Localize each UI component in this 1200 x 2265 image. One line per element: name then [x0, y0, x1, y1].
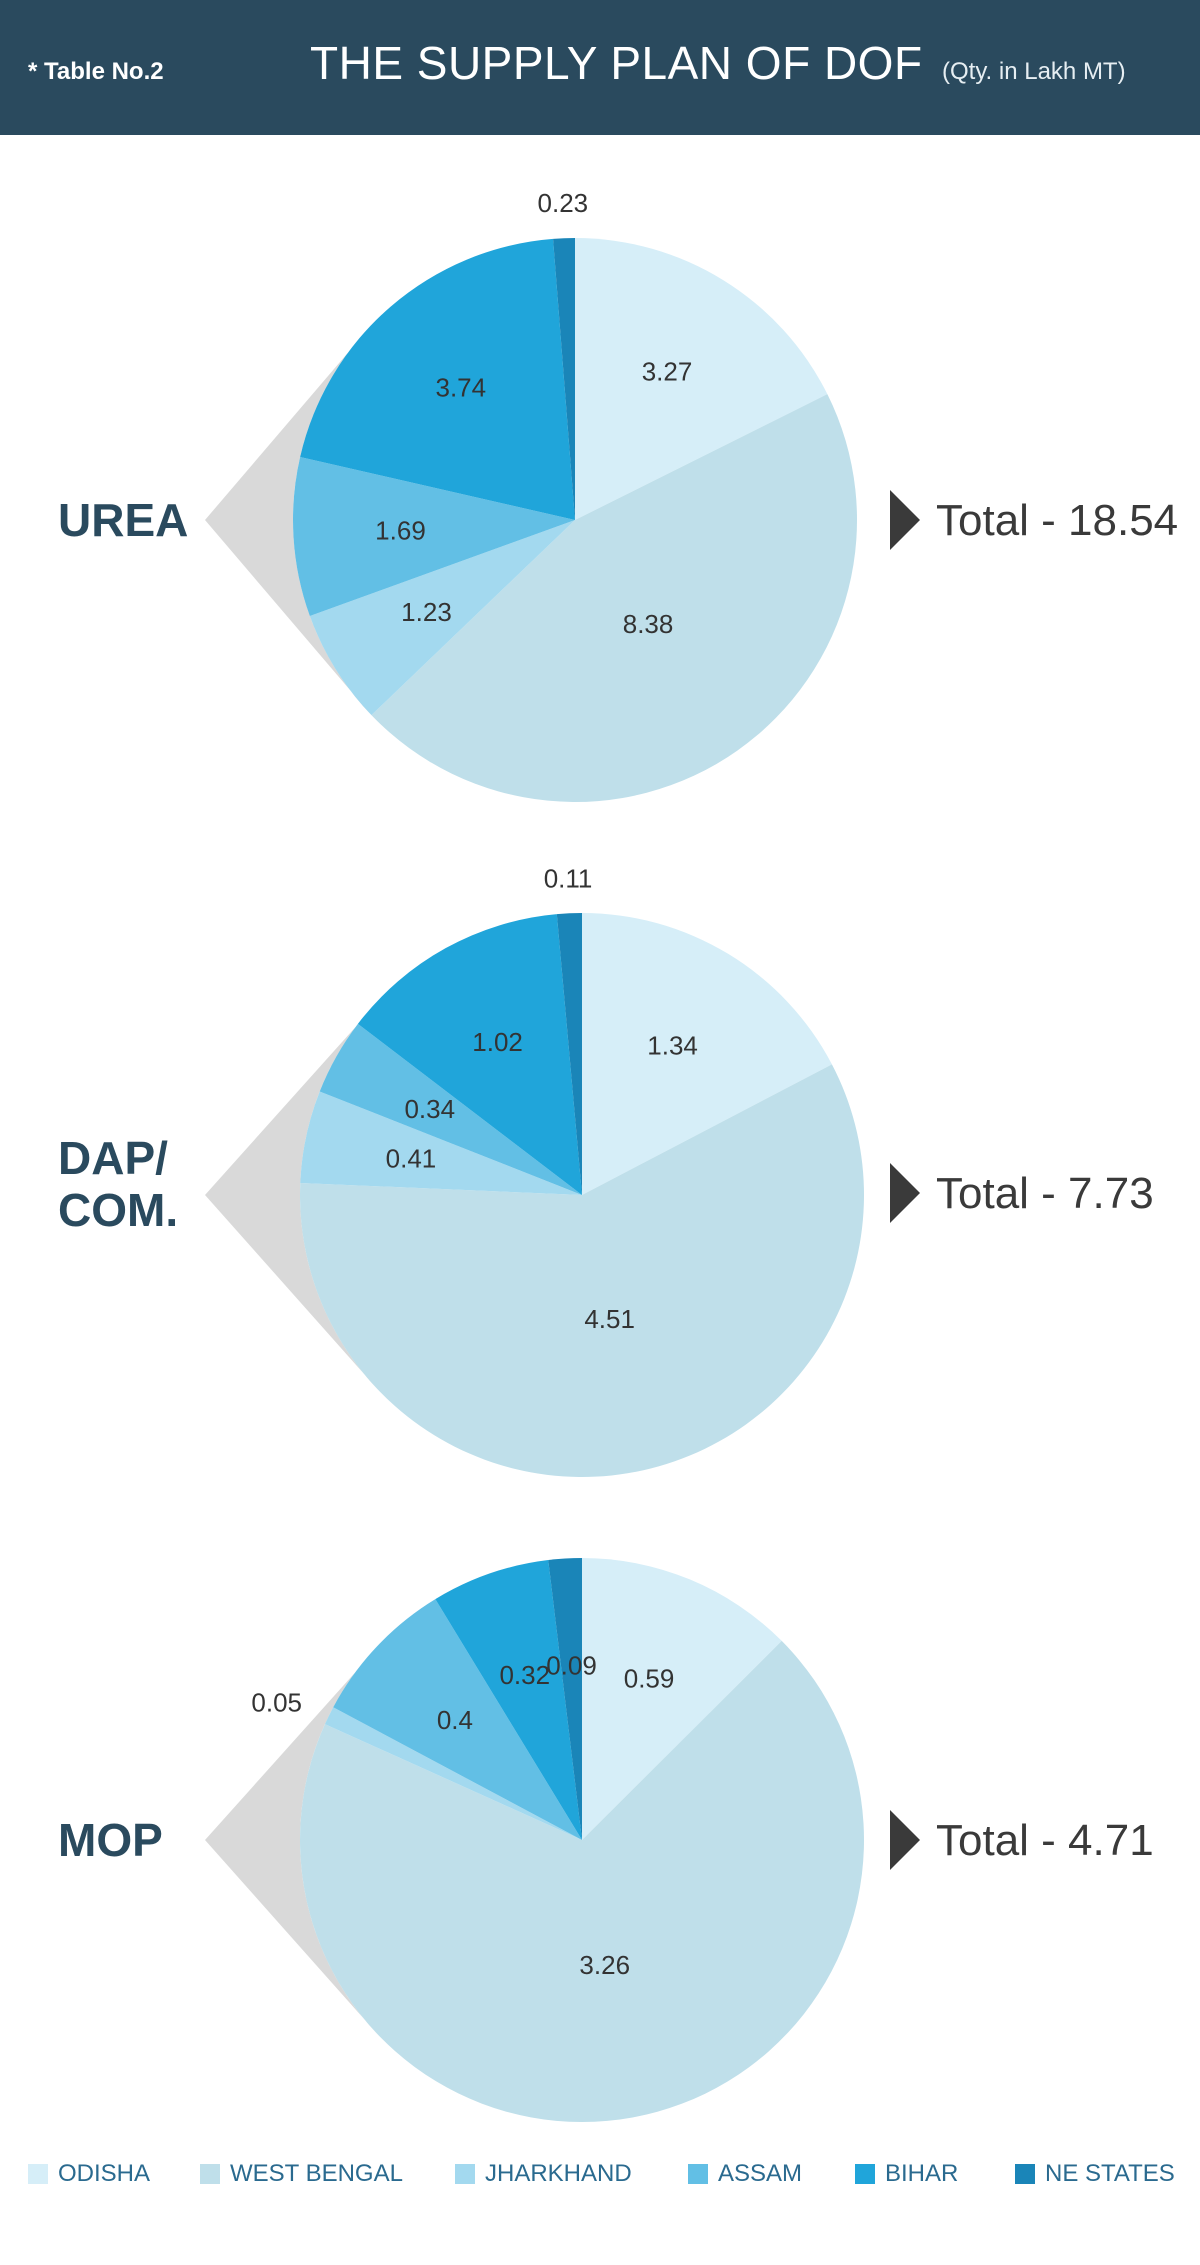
- page-title: THE SUPPLY PLAN OF DOF: [310, 37, 923, 89]
- slice-value-label: 8.38: [623, 609, 674, 639]
- pie-slice-west-bengal: [300, 1064, 864, 1477]
- legend-label: JHARKHAND: [485, 2160, 632, 2187]
- legend-item-assam: ASSAM: [688, 2160, 802, 2188]
- legend-swatch: [200, 2164, 220, 2184]
- legend-label: WEST BENGAL: [230, 2160, 403, 2187]
- slice-value-label: 1.69: [375, 516, 426, 546]
- pie-slice-assam: [333, 1599, 582, 1840]
- pie-slice-bihar: [357, 914, 582, 1195]
- pie-slice-west-bengal: [300, 1640, 864, 2122]
- slice-value-label: 4.51: [584, 1304, 635, 1334]
- slice-value-label: 0.41: [386, 1144, 437, 1174]
- pie-slice-ne-states: [556, 913, 582, 1195]
- legend-label: ASSAM: [718, 2160, 803, 2187]
- slice-value-label: 0.59: [624, 1664, 675, 1694]
- slice-value-label: 0.23: [538, 188, 589, 218]
- legend-item-jharkhand: JHARKHAND: [455, 2160, 632, 2188]
- pie-slice-bihar: [435, 1560, 582, 1840]
- slice-value-label: 3.74: [436, 373, 487, 403]
- slice-value-label: 0.05: [251, 1687, 302, 1717]
- slice-value-label: 0.09: [546, 1650, 597, 1680]
- table-number: * Table No.2: [28, 58, 164, 85]
- pie-chart-0: 3.27 8.38 1.23 1.69 3.74 0.23 UREA Total - 18.5…: [58, 188, 1178, 802]
- legend-item-odisha: ODISHA: [28, 2160, 150, 2188]
- pie-chart-2: 0.59 3.26 0.05 0.4 0.320.09 MOP Total - 4.71: [58, 1558, 1154, 2122]
- unit-note: (Qty. in Lakh MT): [942, 58, 1126, 85]
- slice-value-label: 3.27: [642, 356, 693, 386]
- pie-slice-jharkhand: [324, 1707, 582, 1840]
- chart-label: UREA: [58, 494, 188, 546]
- pie-slice-ne-states: [553, 238, 575, 520]
- shadow-wedge: [205, 1672, 379, 2035]
- slice-value-label: 0.4: [437, 1705, 473, 1735]
- shadow-wedge: [205, 352, 372, 715]
- legend-item-ne-states: NE STATES: [1015, 2160, 1175, 2188]
- pie-slice-jharkhand: [309, 520, 575, 716]
- total-value: Total - 18.54: [936, 496, 1178, 545]
- total-arrow-icon: [890, 490, 920, 550]
- legend-item-west-bengal: WEST BENGAL: [200, 2160, 403, 2188]
- total-arrow-icon: [890, 1163, 920, 1223]
- total-arrow-icon: [890, 1810, 920, 1870]
- pie-chart-1: 1.34 4.51 0.41 0.34 1.02 0.11 DAP/COM. Total - …: [58, 863, 1154, 1477]
- slice-value-label: 3.26: [579, 1950, 630, 1980]
- chart-label: MOP: [58, 1814, 163, 1866]
- slice-value-label: 0.11: [544, 863, 593, 893]
- legend-swatch: [855, 2164, 875, 2184]
- chart-label: COM.: [58, 1184, 178, 1236]
- legend-label: BIHAR: [885, 2160, 959, 2187]
- pie-slice-assam: [319, 1023, 582, 1195]
- legend-label: ODISHA: [58, 2160, 151, 2187]
- pie-slice-bihar: [300, 238, 575, 520]
- slice-value-label: 1.23: [401, 597, 452, 627]
- legend-swatch: [688, 2164, 708, 2184]
- pie-slice-west-bengal: [371, 394, 857, 802]
- pie-slice-odisha: [582, 1558, 782, 1840]
- legend-swatch: [455, 2164, 475, 2184]
- legend-item-bihar: BIHAR: [855, 2160, 958, 2188]
- chart-label: DAP/: [58, 1132, 168, 1184]
- pie-slice-assam: [293, 456, 575, 617]
- pie-slice-ne-states: [548, 1558, 582, 1840]
- legend: ODISHA WEST BENGAL JHARKHAND ASSAM BIHAR NE S…: [0, 2160, 1200, 2210]
- slice-value-label: 1.34: [647, 1030, 698, 1060]
- pie-slice-odisha: [582, 913, 832, 1195]
- header-bar: * Table No.2 THE SUPPLY PLAN OF DOF (Qty…: [0, 0, 1200, 135]
- shadow-wedge: [205, 1027, 379, 1390]
- slice-value-label: 0.34: [404, 1094, 455, 1124]
- slice-value-label: 1.02: [472, 1027, 523, 1057]
- pie-slice-jharkhand: [300, 1091, 582, 1195]
- total-value: Total - 4.71: [936, 1816, 1154, 1865]
- total-value: Total - 7.73: [936, 1169, 1154, 1218]
- legend-swatch: [1015, 2164, 1035, 2184]
- pie-slice-odisha: [575, 238, 828, 520]
- legend-swatch: [28, 2164, 48, 2184]
- legend-label: NE STATES: [1045, 2160, 1175, 2187]
- slice-value-label: 0.32: [499, 1660, 550, 1690]
